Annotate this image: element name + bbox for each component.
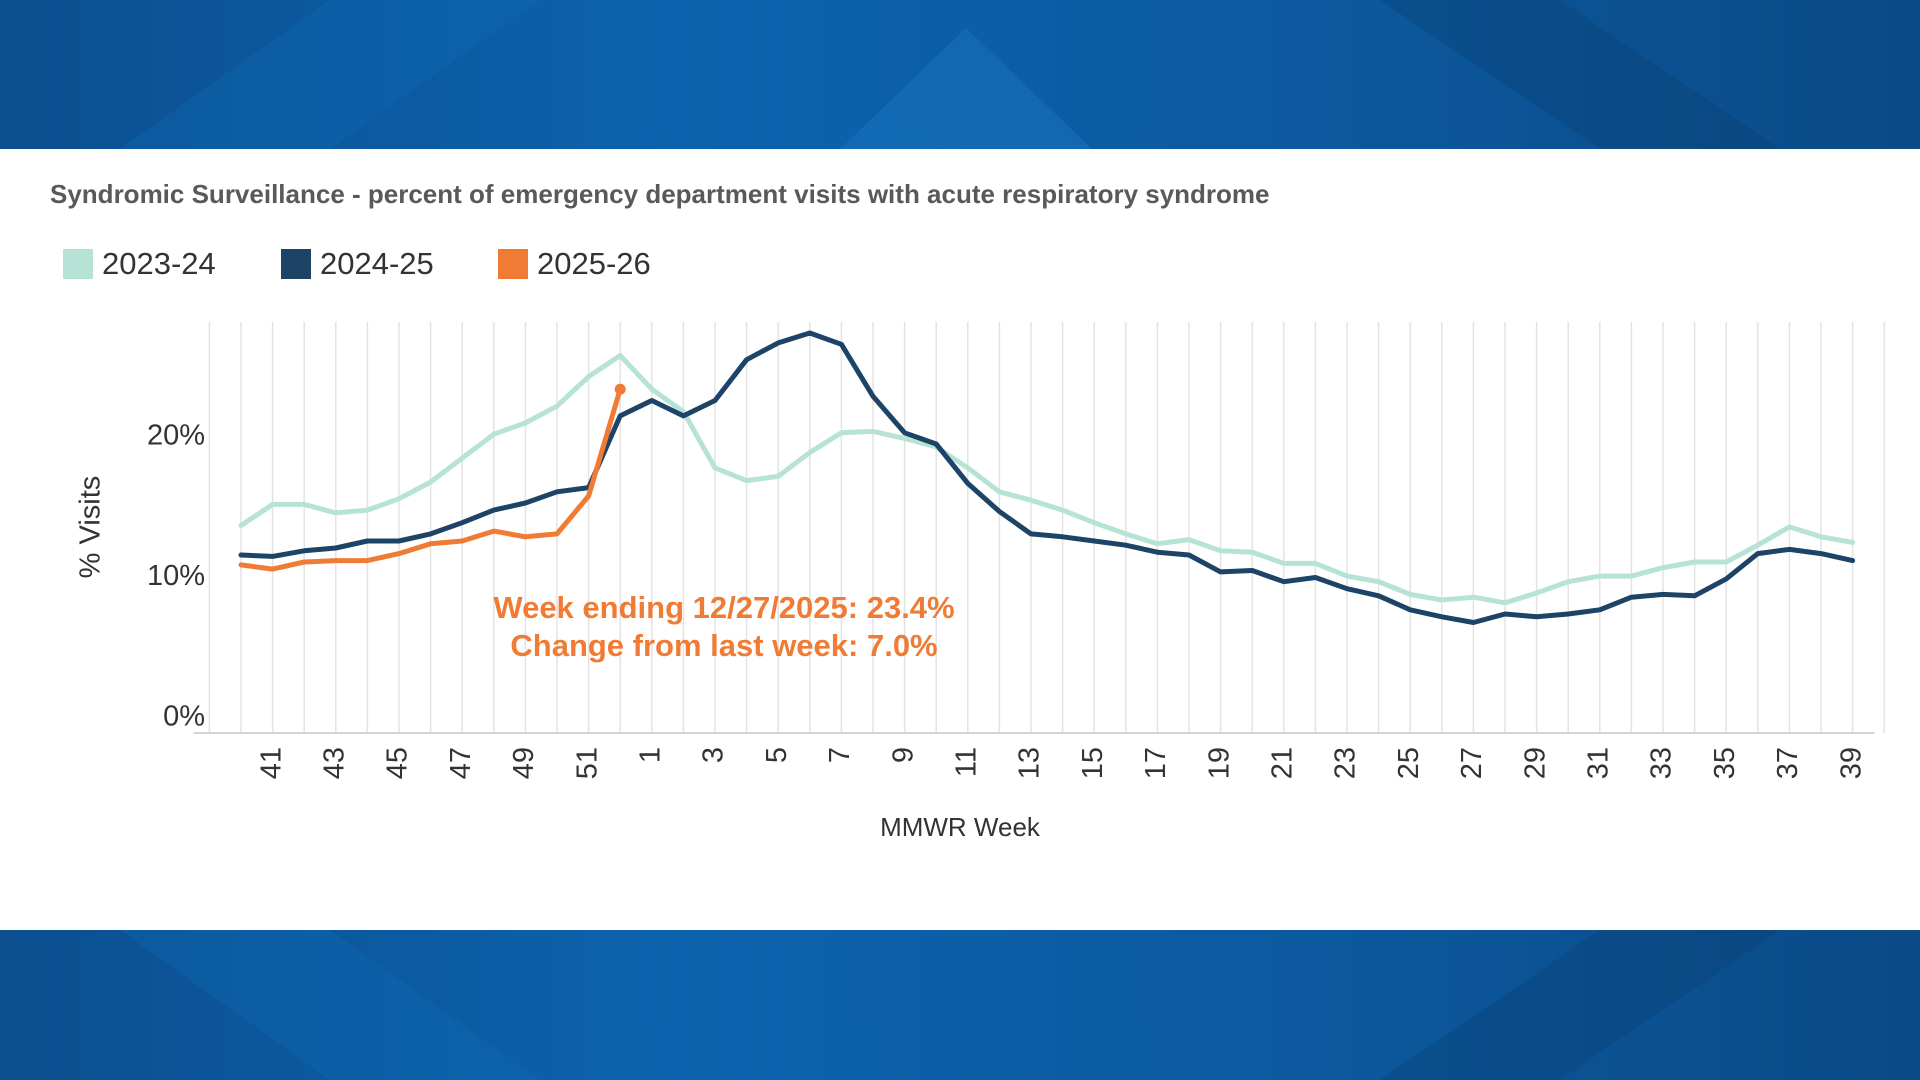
annotation-week-ending: Week ending 12/27/2025: 23.4%: [493, 590, 954, 625]
x-axis-title: MMWR Week: [880, 812, 1041, 842]
x-tick-label: 23: [1330, 747, 1362, 779]
x-tick-label: 19: [1203, 747, 1235, 779]
x-tick-label: 9: [887, 747, 919, 763]
x-tick-label: 29: [1519, 747, 1551, 779]
x-tick-label: 5: [761, 747, 793, 763]
y-tick-label: 0%: [163, 701, 205, 733]
x-tick-label: 39: [1835, 747, 1867, 779]
chart-panel: Syndromic Surveillance - percent of emer…: [0, 149, 1920, 930]
x-axis-ticks: 41 43 45 47 49 51 1 3 5 7 9 11 13 15 17 19 21 23 25 27 29 31 3…: [255, 747, 1867, 779]
x-tick-label: 33: [1646, 747, 1678, 779]
bottom-banner-pattern: [120, 930, 1780, 1080]
x-tick-label: 43: [318, 747, 350, 779]
series-endpoint-2025-26: [614, 383, 626, 395]
y-axis-title: % Visits: [75, 476, 107, 579]
x-tick-label: 13: [1014, 747, 1046, 779]
legend-swatch-2024-25: [281, 249, 311, 279]
series-line-2025-26: [238, 386, 623, 572]
x-tick-label: 1: [634, 747, 666, 763]
x-tick-label: 47: [445, 747, 477, 779]
legend-item-2025-26: 2025-26: [498, 244, 651, 284]
x-tick-label: 37: [1772, 747, 1804, 779]
y-axis-ticks: 0% 10% 20%: [147, 420, 205, 733]
top-banner: [0, 0, 1920, 149]
gridlines: [208, 322, 1885, 733]
x-tick-label: 17: [1140, 747, 1172, 779]
x-tick-label: 15: [1077, 747, 1109, 779]
legend-item-2023-24: 2023-24: [63, 244, 216, 284]
x-tick-label: 11: [950, 747, 982, 777]
bottom-banner: [0, 930, 1920, 1080]
y-tick-label: 10%: [147, 560, 205, 592]
legend-label-2025-26: 2025-26: [537, 246, 651, 281]
x-tick-label: 27: [1456, 747, 1488, 779]
top-banner-pattern: [120, 0, 1780, 149]
annotation-change: Change from last week: 7.0%: [510, 628, 937, 663]
series-lines: [238, 330, 1856, 625]
x-tick-label: 49: [508, 747, 540, 779]
x-tick-label: 31: [1582, 747, 1614, 779]
legend-item-2024-25: 2024-25: [281, 244, 434, 284]
x-tick-label: 21: [1266, 747, 1298, 779]
legend-swatch-2025-26: [498, 249, 528, 279]
legend-label-2023-24: 2023-24: [102, 246, 216, 281]
line-chart: 0%10%20% 41 43 45 47 49 51 1 3 5 7 9 11 13 15 17 19 21 23…: [75, 322, 1885, 842]
x-tick-label: 45: [382, 747, 414, 779]
x-tick-label: 51: [571, 747, 603, 779]
series-line-2023-24: [238, 353, 1856, 606]
chart-title: Syndromic Surveillance - percent of emer…: [50, 179, 1270, 209]
x-tick-label: 7: [824, 747, 856, 763]
y-tick-label: 20%: [147, 420, 205, 452]
x-tick-label: 25: [1393, 747, 1425, 779]
x-tick-label: 41: [255, 747, 287, 779]
series-line-2024-25: [238, 330, 1856, 625]
x-tick-label: 35: [1709, 747, 1741, 779]
legend-label-2024-25: 2024-25: [320, 246, 434, 281]
legend-swatch-2023-24: [63, 249, 93, 279]
x-tick-label: 3: [698, 747, 730, 763]
